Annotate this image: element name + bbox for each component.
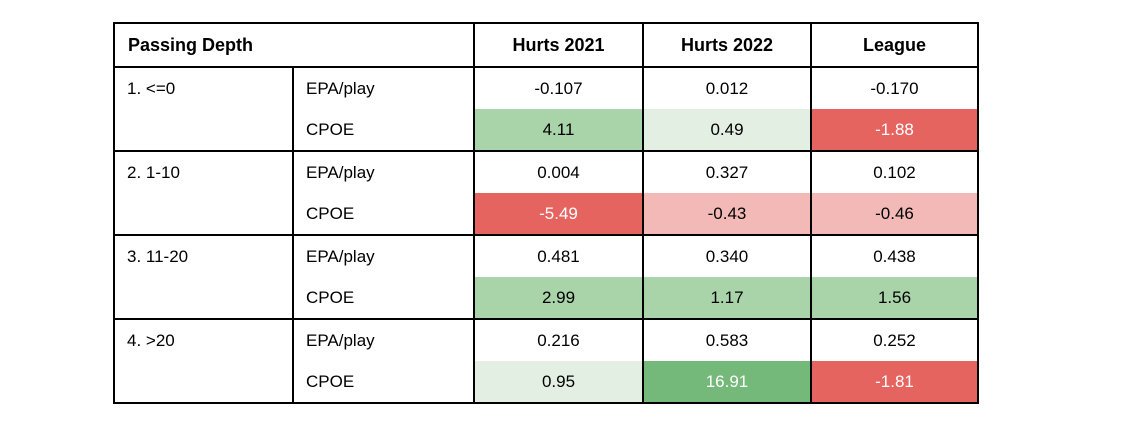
value-cell: 0.004 [473,150,644,193]
table-row: 4. >20 EPA/play 0.216 0.583 0.252 [113,318,979,403]
metric-label: EPA/play [292,150,475,193]
table-row: CPOE -5.49 -0.43 -0.46 [114,193,979,235]
value-cell: -1.88 [810,109,979,151]
value-cell: 0.012 [642,66,812,109]
metric-label: CPOE [292,361,475,403]
depth-label: 3. 11-20 [113,234,294,319]
metric-label: CPOE [292,193,475,235]
value-cell: 0.216 [473,318,644,361]
table-row: 3. 11-20 EPA/play 0.481 0.340 0.438 [113,234,979,319]
header-hurts-2021: Hurts 2021 [473,22,644,68]
passing-depth-table: Passing Depth Hurts 2021 Hurts 2022 Leag… [113,22,979,404]
value-cell: 16.91 [642,361,812,403]
table-row: CPOE 4.11 0.49 -1.88 [114,109,979,151]
table-row: CPOE 2.99 1.17 1.56 [114,277,979,319]
value-cell: -0.170 [810,66,979,109]
value-cell: -1.81 [810,361,979,403]
value-cell: 0.327 [642,150,812,193]
table-row: 1. <=0 EPA/play -0.107 0.012 -0.170 [113,66,979,151]
value-cell: -5.49 [473,193,644,235]
value-cell: 0.95 [473,361,644,403]
value-cell: -0.107 [473,66,644,109]
value-cell: 0.49 [642,109,812,151]
header-passing-depth: Passing Depth [113,22,475,68]
value-cell: 0.102 [810,150,979,193]
value-cell: 0.252 [810,318,979,361]
metric-label: EPA/play [292,234,475,277]
value-cell: 1.17 [642,277,812,319]
value-cell: 1.56 [810,277,979,319]
header-row: Passing Depth Hurts 2021 Hurts 2022 Leag… [113,22,979,68]
metric-label: CPOE [292,109,475,151]
header-league: League [810,22,979,68]
depth-label: 2. 1-10 [113,150,294,235]
value-cell: 2.99 [473,277,644,319]
value-cell: -0.46 [810,193,979,235]
value-cell: 0.583 [642,318,812,361]
value-cell: 0.438 [810,234,979,277]
metric-label: EPA/play [292,66,475,109]
metric-label: CPOE [292,277,475,319]
metric-label: EPA/play [292,318,475,361]
table-row: CPOE 0.95 16.91 -1.81 [114,361,979,403]
value-cell: 0.340 [642,234,812,277]
table-row: 2. 1-10 EPA/play 0.004 0.327 0.102 [113,150,979,235]
value-cell: 0.481 [473,234,644,277]
value-cell: -0.43 [642,193,812,235]
header-hurts-2022: Hurts 2022 [642,22,812,68]
depth-label: 4. >20 [113,318,294,403]
passing-depth-table-container: Passing Depth Hurts 2021 Hurts 2022 Leag… [113,22,979,404]
depth-label: 1. <=0 [113,66,294,151]
value-cell: 4.11 [473,109,644,151]
